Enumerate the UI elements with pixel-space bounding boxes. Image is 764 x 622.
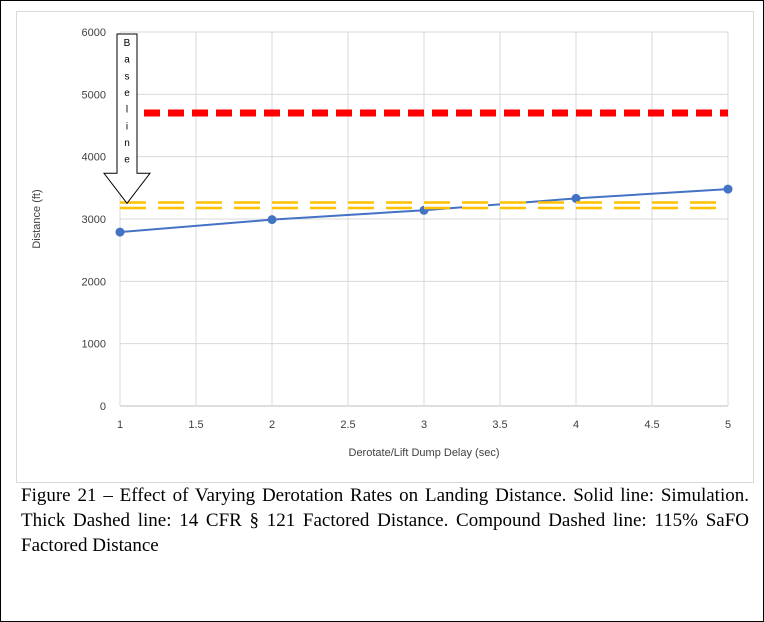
- y-tick-label: 3000: [82, 214, 106, 226]
- y-tick-label: 6000: [82, 27, 106, 39]
- data-point: [571, 193, 581, 203]
- baseline-letter: B: [124, 38, 131, 49]
- baseline-letter: l: [126, 105, 128, 116]
- y-axis-title: Distance (ft): [31, 189, 43, 248]
- x-tick-label: 4.5: [644, 419, 659, 431]
- y-tick-label: 0: [100, 401, 106, 413]
- baseline-letter: n: [124, 138, 130, 149]
- figure-caption: Figure 21 – Effect of Varying Derotation…: [21, 485, 749, 556]
- data-point: [267, 215, 277, 225]
- baseline-letter: a: [124, 55, 130, 66]
- baseline-letter: s: [125, 71, 130, 82]
- x-tick-label: 1: [117, 419, 123, 431]
- y-tick-label: 2000: [82, 276, 106, 288]
- chart-area: 0 1000 2000 3000 4000 5000 6000 1 1.5 2 2.5 3 3.5 4 4…: [16, 11, 754, 483]
- y-tick-label: 4000: [82, 152, 106, 164]
- x-tick-label: 5: [725, 419, 731, 431]
- x-axis-title: Derotate/Lift Dump Delay (sec): [349, 447, 500, 459]
- x-tick-label: 3: [421, 419, 427, 431]
- y-tick-labels: 0 1000 2000 3000 4000 5000 6000: [82, 27, 106, 413]
- baseline-arrow-icon: [102, 33, 152, 205]
- baseline-letter: e: [124, 155, 130, 166]
- line-chart: 0 1000 2000 3000 4000 5000 6000 1 1.5 2 2.5 3 3.5 4 4…: [31, 27, 733, 459]
- x-tick-label: 3.5: [492, 419, 507, 431]
- y-tick-label: 1000: [82, 339, 106, 351]
- baseline-letter: e: [124, 88, 130, 99]
- x-tick-label: 4: [573, 419, 579, 431]
- x-tick-label: 2: [269, 419, 275, 431]
- data-point: [115, 227, 125, 237]
- baseline-letter: i: [126, 121, 128, 132]
- series-group: [115, 109, 733, 237]
- y-tick-label: 5000: [82, 89, 106, 101]
- x-tick-label: 1.5: [188, 419, 203, 431]
- data-point: [723, 184, 733, 194]
- grid: [119, 31, 729, 407]
- x-tick-label: 2.5: [340, 419, 355, 431]
- x-tick-labels: 1 1.5 2 2.5 3 3.5 4 4.5 5: [117, 419, 731, 431]
